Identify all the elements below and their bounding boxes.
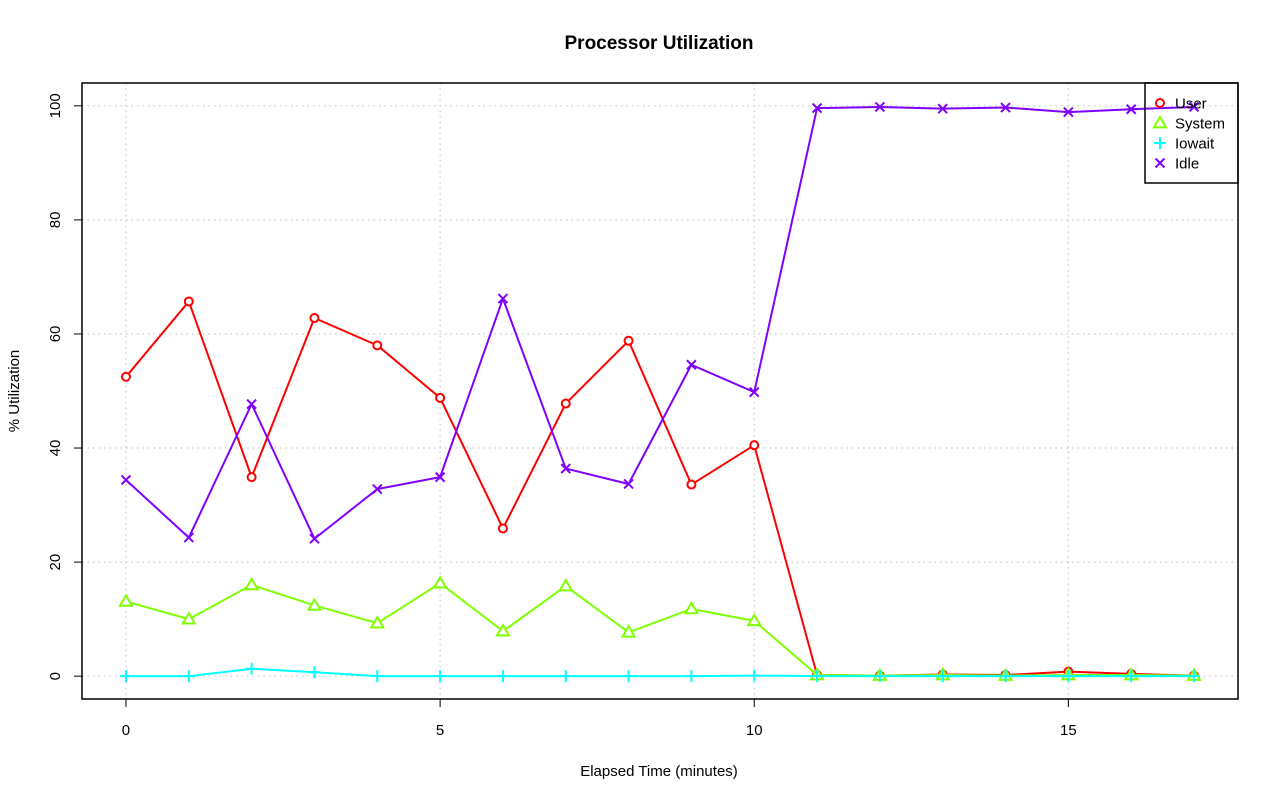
data-point-user	[749, 440, 760, 451]
data-point-iowait	[308, 666, 321, 679]
y-tick-label: 40	[47, 440, 64, 457]
data-point-iowait	[748, 669, 761, 682]
legend-marker-user	[1155, 98, 1165, 108]
data-point-user	[686, 479, 697, 490]
data-point-system	[118, 593, 134, 607]
legend-label-user: User	[1175, 96, 1207, 113]
data-point-system	[369, 615, 386, 629]
axes: 0 5 10 15 0 20 40 60 80 100	[47, 93, 1077, 739]
data-point-iowait	[559, 670, 572, 683]
data-point-idle	[120, 474, 132, 486]
data-point-system	[243, 576, 260, 591]
data-point-iowait	[999, 670, 1012, 683]
y-tick-label: 0	[47, 672, 64, 680]
data-point-system	[746, 612, 762, 627]
data-point-idle	[246, 398, 257, 410]
y-tick-label: 100	[47, 93, 64, 118]
data-point-idle	[937, 103, 948, 114]
data-point-idle	[434, 471, 446, 483]
data-point-idle	[749, 386, 760, 398]
series-user	[120, 296, 1200, 681]
series-line-idle	[125, 105, 1195, 540]
y-tick-label: 80	[47, 212, 64, 229]
series-line-system	[125, 582, 1195, 677]
data-point-idle	[497, 293, 509, 304]
series-iowait	[119, 662, 1201, 683]
x-axis-label: Elapsed Time (minutes)	[580, 763, 738, 780]
legend-label-iowait: Iowait	[1175, 136, 1215, 153]
data-point-iowait	[496, 670, 509, 683]
data-point-idle	[309, 533, 320, 544]
data-point-iowait	[434, 670, 447, 683]
legend-marker-iowait	[1154, 137, 1166, 149]
legend-label-idle: Idle	[1175, 156, 1199, 173]
data-point-system	[683, 600, 700, 615]
data-point-user	[560, 398, 571, 409]
data-point-user	[372, 340, 383, 351]
data-point-system	[306, 597, 323, 611]
data-point-user	[183, 296, 194, 307]
y-tick-label: 20	[47, 554, 64, 571]
series-line-user	[125, 300, 1195, 677]
x-tick-label: 5	[436, 722, 444, 739]
data-point-iowait	[685, 670, 698, 683]
grid-lines	[82, 83, 1238, 699]
data-point-user	[246, 472, 257, 483]
data-point-idle	[686, 359, 697, 370]
data-point-system	[432, 575, 448, 589]
data-point-iowait	[182, 670, 195, 683]
data-point-idle	[1125, 104, 1137, 115]
data-point-idle	[372, 483, 383, 495]
data-point-idle	[1000, 102, 1011, 113]
data-point-user	[435, 392, 446, 403]
legend-box	[1144, 82, 1239, 184]
series-system	[118, 575, 1202, 681]
data-point-iowait	[371, 670, 384, 683]
data-point-iowait	[119, 670, 132, 683]
x-tick-label: 0	[122, 722, 130, 739]
data-point-idle	[811, 102, 823, 114]
data-point-iowait	[873, 670, 886, 683]
legend-marker-system	[1152, 115, 1168, 129]
data-point-idle	[183, 532, 195, 543]
data-point-system	[495, 623, 511, 637]
x-tick-label: 10	[746, 722, 763, 739]
data-point-iowait	[245, 662, 258, 675]
data-point-system	[620, 624, 637, 638]
plot-area-frame	[81, 82, 1239, 700]
data-point-iowait	[936, 670, 949, 683]
data-point-system	[181, 611, 197, 625]
data-point-idle	[1188, 101, 1200, 113]
y-tick-label: 60	[47, 326, 64, 343]
data-point-idle	[560, 463, 571, 474]
data-point-system	[558, 578, 574, 592]
data-point-user	[623, 335, 634, 346]
data-point-idle	[1063, 106, 1074, 118]
data-point-iowait	[622, 670, 635, 683]
data-point-iowait	[811, 670, 824, 683]
series-line-iowait	[125, 667, 1195, 678]
data-point-iowait	[1188, 670, 1201, 683]
data-point-user	[497, 523, 508, 534]
data-point-user	[309, 312, 320, 323]
data-point-iowait	[1062, 670, 1075, 683]
chart-title: Processor Utilization	[565, 33, 754, 54]
data-point-iowait	[1125, 670, 1138, 683]
series-idle	[120, 101, 1200, 544]
y-axis-label: % Utilization	[6, 350, 23, 433]
data-point-idle	[623, 478, 634, 490]
data-point-user	[120, 371, 131, 382]
plot-series	[118, 101, 1202, 683]
legend-marker-idle	[1154, 157, 1166, 169]
x-tick-label: 15	[1060, 722, 1077, 739]
legend-label-system: System	[1175, 116, 1225, 133]
data-point-idle	[874, 101, 886, 113]
legend: User System Iowait Idle	[1144, 82, 1239, 184]
